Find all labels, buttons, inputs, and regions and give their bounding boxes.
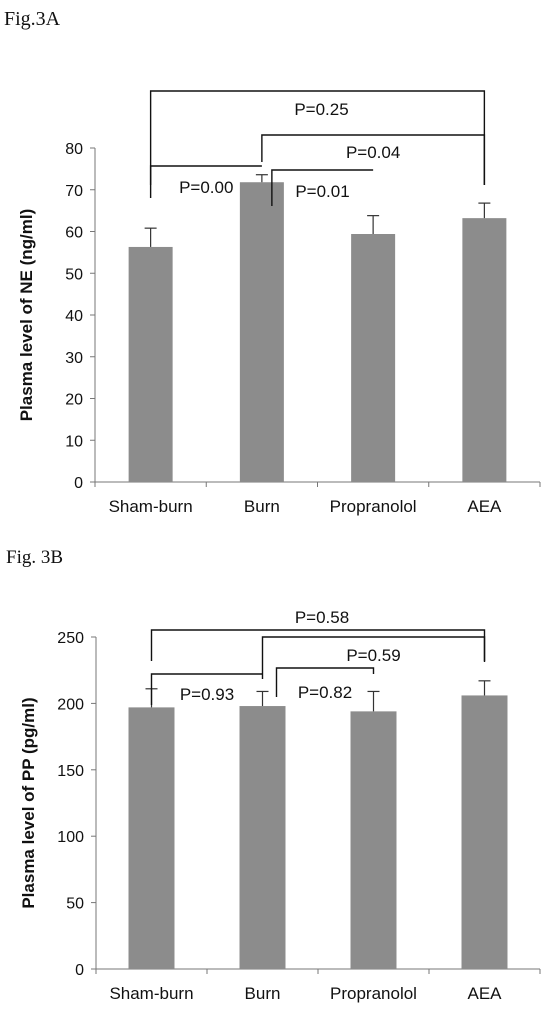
y-tick-label: 100 — [57, 829, 84, 846]
y-tick-label: 80 — [65, 141, 83, 158]
y-tick-label: 200 — [57, 696, 84, 713]
p-value-label: P=0.25 — [294, 100, 348, 119]
y-tick-label: 0 — [75, 962, 84, 979]
x-category-label: Propranolol — [330, 497, 417, 516]
y-tick-label: 60 — [65, 225, 83, 242]
y-tick-label: 70 — [65, 183, 83, 200]
x-category-label: Sham-burn — [109, 497, 193, 516]
significance-bracket — [150, 673, 263, 705]
p-value-label: P=0.93 — [180, 685, 234, 704]
p-value-label: P=0.58 — [295, 608, 349, 627]
chart-a-ne: 0 10 20 30 40 50 60 70 80 Sham-burn Burn Propranolo… — [17, 90, 541, 516]
p-value-label: P=0.00 — [179, 178, 233, 197]
y-tick-label: 0 — [74, 475, 83, 492]
significance-bracket — [275, 667, 375, 697]
bar-sham-burn — [128, 246, 173, 482]
bar-burn — [239, 706, 286, 969]
significance-bracket — [271, 169, 374, 206]
significance-bracket — [150, 629, 486, 661]
y-tick-label: 10 — [65, 433, 83, 450]
p-value-label: P=0.59 — [346, 646, 400, 665]
y-tick-label: 250 — [57, 630, 84, 647]
x-category-label: Propranolol — [330, 984, 417, 1003]
figure-a-label: Fig.3A — [4, 8, 61, 30]
y-tick-label: 30 — [65, 350, 83, 367]
y-tick-label: 40 — [65, 308, 83, 325]
p-value-label: P=0.01 — [295, 182, 349, 201]
y-axis-title: Plasma level of NE (ng/ml) — [17, 209, 36, 422]
x-category-label: AEA — [467, 497, 502, 516]
y-tick-label: 50 — [65, 266, 83, 283]
x-category-label: Burn — [244, 497, 280, 516]
p-value-label: P=0.04 — [346, 143, 400, 162]
y-tick-label: 50 — [66, 896, 84, 913]
bar-sham-burn — [128, 707, 175, 969]
bar-aea — [461, 695, 508, 969]
bar-burn — [239, 182, 284, 483]
bar-propranolol — [351, 234, 396, 482]
x-category-label: AEA — [467, 984, 502, 1003]
x-category-label: Burn — [245, 984, 281, 1003]
chart-b-pp: 0 50 100 150 200 250 Sham-burn Burn Propranolol A… — [19, 608, 541, 1003]
figure-b-label: Fig. 3B — [6, 547, 64, 568]
y-tick-label: 150 — [57, 763, 84, 780]
bar-aea — [462, 218, 507, 482]
p-value-label: P=0.82 — [298, 683, 352, 702]
significance-bracket — [149, 90, 486, 185]
y-axis-title: Plasma level of PP (pg/ml) — [19, 697, 38, 908]
x-category-label: Sham-burn — [109, 984, 193, 1003]
y-tick-label: 20 — [65, 392, 83, 409]
bar-propranolol — [350, 711, 397, 969]
